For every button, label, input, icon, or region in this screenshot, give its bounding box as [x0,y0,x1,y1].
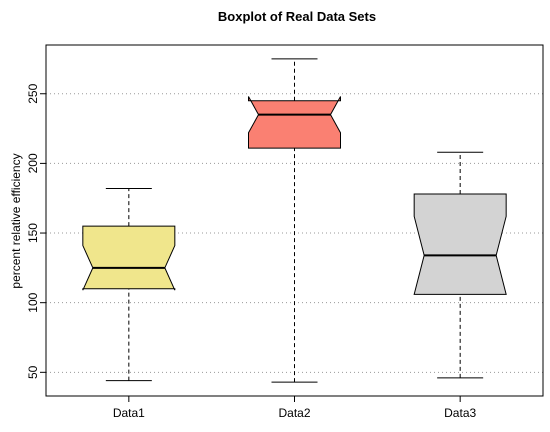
notched-box [248,96,341,149]
notched-box [82,225,176,291]
y-tick-label: 150 [26,223,40,243]
boxes [82,58,507,383]
y-tick-label: 200 [26,153,40,173]
y-axis: 50 100 150 200 250 [26,83,46,379]
y-tick-label: 250 [26,83,40,103]
x-tick-label: Data3 [444,406,476,420]
y-tick-label: 50 [26,365,40,379]
box-data2 [248,58,341,383]
x-tick-label: Data1 [113,406,145,420]
box-data3 [413,151,507,379]
x-axis: Data1 Data2 Data3 [113,396,476,420]
y-tick-label: 100 [26,292,40,312]
chart-title: Boxplot of Real Data Sets [218,9,376,24]
x-tick-label: Data2 [278,406,310,420]
notched-box [413,193,507,295]
y-axis-label: percent relative efficiency [9,153,23,288]
box-data1 [82,187,176,382]
